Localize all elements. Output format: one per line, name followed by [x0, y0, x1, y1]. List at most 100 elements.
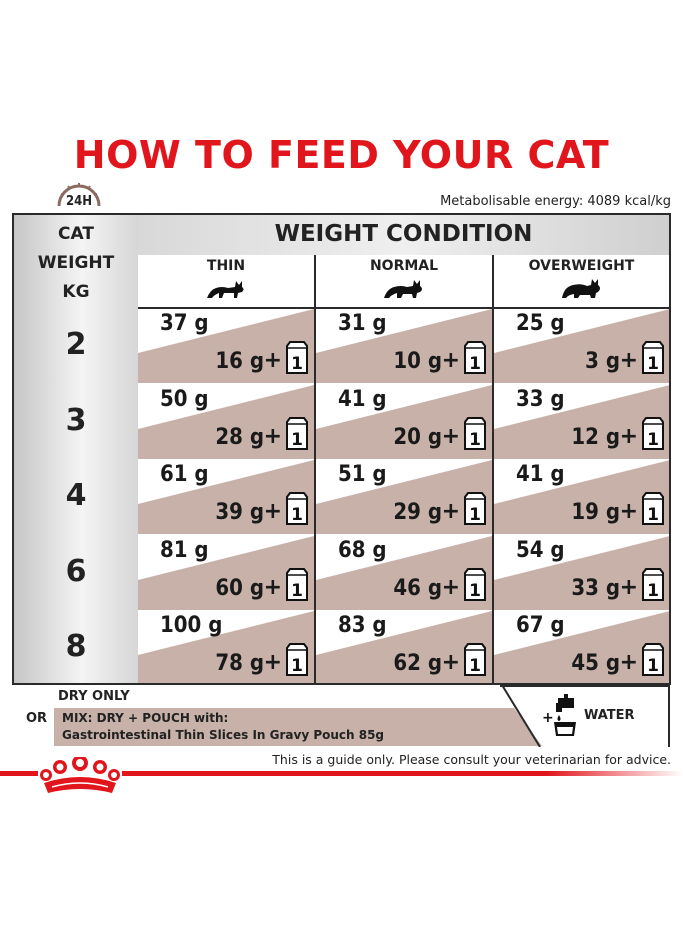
- feeding-cell: 68 g 46 g +1: [316, 535, 492, 610]
- wet-band: [494, 535, 669, 610]
- dry-amount: 41 g: [338, 386, 387, 412]
- water-box: [500, 685, 670, 747]
- plus-sign: +: [263, 499, 282, 524]
- wet-band: [494, 611, 669, 683]
- dry-amount: 81 g: [160, 537, 209, 563]
- plus-sign: +: [441, 423, 460, 449]
- wet-band: [494, 309, 669, 383]
- cat-weight-kg: 4: [65, 478, 87, 513]
- feeding-legend: DRY ONLY OR MIX: DRY + POUCH with: Gastr…: [12, 685, 671, 747]
- plus-sign: +: [441, 348, 460, 373]
- wet-band: [316, 384, 492, 459]
- feeding-cell: 25 g 3 g +1: [494, 309, 669, 383]
- plus-sign: +: [441, 499, 460, 524]
- weight-header-line: KG: [62, 282, 90, 302]
- pouch-count: 1: [291, 581, 303, 601]
- mix-band: [54, 708, 542, 746]
- condition-header: WEIGHT CONDITION: [274, 221, 533, 247]
- feeding-cell: 50 g 28 g +1: [138, 384, 314, 459]
- pouch-count: 1: [291, 656, 303, 676]
- pouch-count: 1: [647, 430, 659, 450]
- mix-label: MIX: DRY + POUCH with:: [62, 711, 229, 725]
- plus-sign: +: [619, 650, 638, 675]
- pouch-count: 1: [291, 354, 303, 374]
- plus-sign: +: [619, 348, 638, 373]
- feeding-cell: 51 g 29 g +1: [316, 460, 492, 534]
- dry-amount: 25 g: [516, 311, 565, 336]
- dry-amount: 50 g: [160, 386, 209, 412]
- weight-header-line: CAT: [58, 224, 94, 244]
- feeding-cell: 81 g 60 g +1: [138, 535, 314, 610]
- plus-sign: +: [619, 574, 638, 600]
- feeding-cell: 54 g 33 g +1: [494, 535, 669, 610]
- royal-canin-crown-logo: [38, 757, 122, 793]
- dry-amount: 100 g: [160, 613, 223, 638]
- dry-with-pouch-amount: 20 g: [393, 424, 442, 450]
- brand-red-line: [0, 771, 683, 776]
- dry-with-pouch-amount: 16 g: [215, 349, 264, 374]
- dry-with-pouch-amount: 28 g: [215, 424, 264, 450]
- dry-with-pouch-amount: 10 g: [393, 349, 442, 374]
- weight-column: [14, 215, 138, 683]
- dry-amount: 31 g: [338, 311, 387, 336]
- condition-header-band: [138, 215, 669, 255]
- pouch-icon: 1: [642, 643, 664, 676]
- condition-label: NORMAL: [369, 258, 439, 274]
- mix-product: Gastrointestinal Thin Slices In Gravy Po…: [62, 728, 385, 742]
- pouch-icon: 1: [286, 341, 308, 374]
- wet-band: [494, 460, 669, 534]
- wet-band: [316, 535, 492, 610]
- wet-band: [138, 535, 314, 610]
- wet-band: [316, 460, 492, 534]
- dry-with-pouch-amount: 3 g: [585, 349, 620, 374]
- dry-amount: 61 g: [160, 462, 209, 487]
- column-divider: [314, 255, 316, 683]
- or-label: OR: [26, 711, 48, 726]
- pouch-icon: 1: [642, 567, 664, 601]
- dry-with-pouch-amount: 39 g: [215, 500, 264, 525]
- pouch-icon: 1: [464, 643, 486, 676]
- pouch-icon: 1: [642, 341, 664, 374]
- plus-sign: +: [619, 499, 638, 524]
- cat-icon: [384, 280, 422, 298]
- clock-icon: 24H: [53, 178, 105, 220]
- feeding-cell: 83 g 62 g +1: [316, 611, 492, 683]
- dry-amount: 51 g: [338, 462, 387, 487]
- wet-band: [138, 309, 314, 383]
- plus-sign: +: [263, 423, 282, 449]
- dry-with-pouch-amount: 62 g: [393, 651, 442, 676]
- pouch-icon: 1: [464, 567, 486, 601]
- weight-header-line: WEIGHT: [37, 253, 115, 273]
- dry-with-pouch-amount: 12 g: [571, 424, 620, 450]
- pouch-icon: 1: [286, 643, 308, 676]
- water-tap-icon: +: [542, 694, 576, 736]
- condition-label: THIN: [206, 258, 246, 274]
- pouch-count: 1: [647, 656, 659, 676]
- dry-with-pouch-amount: 45 g: [571, 651, 620, 676]
- pouch-icon: 1: [286, 492, 308, 525]
- dry-amount: 54 g: [516, 537, 565, 563]
- svg-text:+: +: [542, 710, 554, 726]
- feeding-cell: 100 g 78 g +1: [138, 611, 314, 683]
- pouch-count: 1: [469, 354, 481, 374]
- wet-band: [138, 384, 314, 459]
- feeding-cell: 37 g 16 g +1: [138, 309, 314, 383]
- wet-band: [138, 460, 314, 534]
- metabolisable-energy: Metabolisable energy: 4089 kcal/kg: [440, 194, 671, 209]
- plus-sign: +: [263, 574, 282, 600]
- disclaimer: This is a guide only. Please consult you…: [272, 752, 671, 767]
- condition-thin: THIN: [138, 255, 314, 307]
- dry-only-label: DRY ONLY: [58, 689, 130, 704]
- pouch-icon: 1: [642, 416, 664, 450]
- header-divider: [138, 307, 669, 309]
- cat-weight-kg: 8: [65, 629, 87, 664]
- pouch-icon: 1: [642, 492, 664, 525]
- plus-sign: +: [263, 348, 282, 373]
- dry-amount: 33 g: [516, 386, 565, 412]
- wet-band: [138, 611, 314, 683]
- dry-amount: 37 g: [160, 311, 209, 336]
- plus-sign: +: [441, 650, 460, 675]
- dry-with-pouch-amount: 19 g: [571, 500, 620, 525]
- condition-label: OVERWEIGHT: [528, 258, 635, 274]
- feeding-cell: 33 g 12 g +1: [494, 384, 669, 459]
